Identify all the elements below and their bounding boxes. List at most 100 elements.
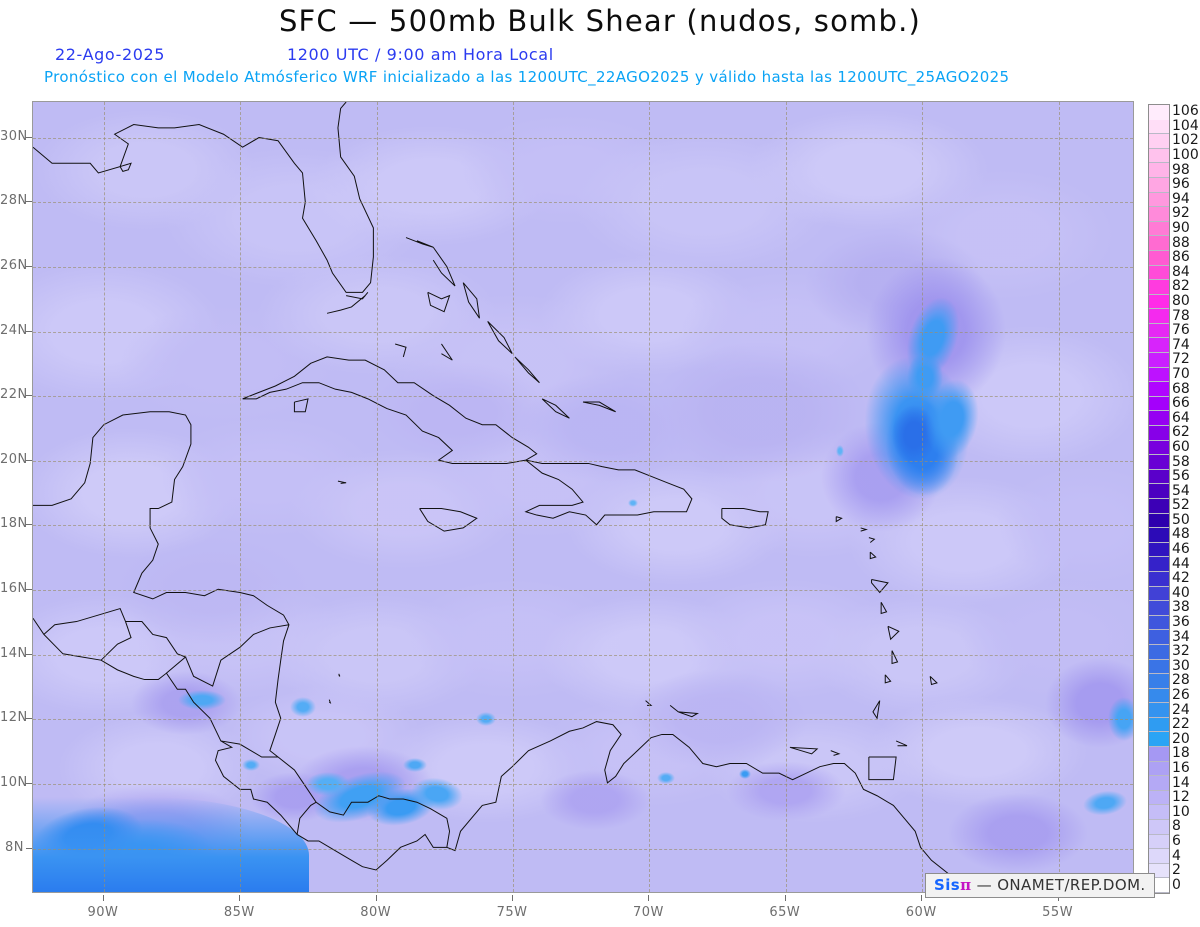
colorbar-segment xyxy=(1149,162,1169,178)
x-axis-tick-mark xyxy=(512,895,514,901)
colorbar-tick-label: 6 xyxy=(1172,832,1181,849)
colorbar-segment xyxy=(1149,308,1169,324)
colorbar-tick-label: 60 xyxy=(1172,438,1190,455)
pi-logo-glyph: π xyxy=(960,876,972,894)
colorbar-segment xyxy=(1149,279,1169,295)
colorbar-tick-label: 30 xyxy=(1172,657,1190,674)
forecast-time: 1200 UTC / 9:00 am Hora Local xyxy=(287,45,554,64)
colorbar-tick-label: 92 xyxy=(1172,205,1190,222)
colorbar-tick-label: 24 xyxy=(1172,701,1190,718)
colorbar-segment xyxy=(1149,191,1169,208)
y-axis-tick-mark xyxy=(26,718,32,720)
colorbar-segment xyxy=(1149,731,1169,748)
colorbar-tick-label: 90 xyxy=(1172,220,1190,237)
colorbar-tick-label: 88 xyxy=(1172,234,1190,251)
colorbar-tick-label: 102 xyxy=(1172,132,1199,149)
colorbar-tick-label: 100 xyxy=(1172,147,1199,164)
colorbar-tick-label: 38 xyxy=(1172,599,1190,616)
colorbar-tick-label: 96 xyxy=(1172,176,1190,193)
field-contour-blob xyxy=(290,696,317,717)
coastline-path xyxy=(722,509,768,528)
coastline-path xyxy=(892,651,897,664)
attribution-badge: Sisπ — ONAMET/REP.DOM. xyxy=(925,873,1155,898)
subtitle-row: 22-Ago-2025 1200 UTC / 9:00 am Hora Loca… xyxy=(0,45,1200,67)
coastline-path xyxy=(930,676,937,684)
colorbar-segment xyxy=(1149,556,1169,572)
field-contour-blob xyxy=(628,498,639,507)
field-contour-blob xyxy=(518,373,699,484)
map-plot-area[interactable] xyxy=(32,101,1134,893)
field-contour-blob xyxy=(178,690,227,711)
y-axis-tick-label: 24N xyxy=(0,322,28,338)
coastline-path xyxy=(33,412,991,893)
colorbar-tick-label: 56 xyxy=(1172,468,1190,485)
colorbar-segment xyxy=(1149,118,1169,135)
colorbar-segment xyxy=(1149,483,1169,499)
y-axis-tick-label: 8N xyxy=(5,839,24,855)
colorbar-segment xyxy=(1149,643,1169,660)
colorbar-segment xyxy=(1149,629,1169,645)
colorbar-segment xyxy=(1149,468,1169,485)
colorbar-tick-label: 72 xyxy=(1172,351,1190,368)
colorbar-tick-labels: 0 2 4 6 8 10 12 14 16 18 20 22 24 26 28 30 32 34 36 38 40 42 4… xyxy=(1172,100,1200,900)
field-contour-blob xyxy=(947,792,1088,873)
coastline-path xyxy=(463,283,479,319)
coastline-path xyxy=(33,102,373,292)
colorbar-tick-label: 32 xyxy=(1172,643,1190,660)
coastline-path xyxy=(873,701,880,719)
colorbar-segment xyxy=(1149,716,1169,733)
y-axis-tick-label: 10N xyxy=(0,775,28,791)
colorbar-tick-label: 62 xyxy=(1172,424,1190,441)
colorbar-segment xyxy=(1149,600,1169,616)
coastline-path xyxy=(646,701,651,706)
x-axis-tick-mark xyxy=(648,895,650,901)
forecast-validity-text: Pronóstico con el Modelo Atmósferico WRF… xyxy=(44,68,1010,86)
y-axis-tick-label: 12N xyxy=(0,710,28,726)
x-axis-tick-label: 55W xyxy=(1042,905,1074,920)
colorbar-tick-label: 86 xyxy=(1172,249,1190,266)
colorbar-segment xyxy=(1149,352,1169,368)
y-axis-tick-mark xyxy=(26,459,32,461)
y-axis-tick-mark xyxy=(26,395,32,397)
colorbar-tick-label: 44 xyxy=(1172,555,1190,572)
coastline-path xyxy=(526,460,692,525)
x-axis-tick-label: 65W xyxy=(769,905,801,920)
coastline-overlay xyxy=(33,102,1133,893)
colorbar-segment xyxy=(1149,147,1169,164)
colorbar-segment xyxy=(1149,848,1169,864)
colorbar-segment xyxy=(1149,570,1169,587)
colorbar-tick-label: 54 xyxy=(1172,482,1190,499)
colorbar-segment xyxy=(1149,454,1169,470)
colorbar-tick-label: 16 xyxy=(1172,759,1190,776)
colorbar-tick-label: 68 xyxy=(1172,380,1190,397)
colorbar-segment xyxy=(1149,105,1169,120)
field-contour-blob xyxy=(539,770,650,831)
colorbar-tick-label: 22 xyxy=(1172,716,1190,733)
coastline-path xyxy=(885,675,890,683)
colorbar-segment xyxy=(1149,293,1169,310)
coastline-path xyxy=(869,538,874,543)
coastline-path xyxy=(346,292,368,298)
colorbar-tick-label: 8 xyxy=(1172,818,1181,835)
coastline-path xyxy=(120,163,131,171)
colorbar-tick-label: 20 xyxy=(1172,730,1190,747)
coastline-path xyxy=(339,674,340,677)
coastline-path xyxy=(297,802,316,834)
colorbar-tick-label: 10 xyxy=(1172,803,1190,820)
coastline-path xyxy=(221,741,278,757)
y-axis-tick-mark xyxy=(26,201,32,203)
coastline-path xyxy=(678,712,697,717)
colorbar-tick-label: 82 xyxy=(1172,278,1190,295)
colorbar-tick-label: 50 xyxy=(1172,511,1190,528)
colorbar-segment xyxy=(1149,395,1169,412)
colorbar-segment xyxy=(1149,687,1169,704)
colorbar-segment xyxy=(1149,264,1169,281)
colorbar-tick-label: 70 xyxy=(1172,365,1190,382)
colorbar-segment xyxy=(1149,498,1169,514)
colorbar-segment xyxy=(1149,746,1169,762)
colorbar-segment xyxy=(1149,337,1169,354)
y-axis-tick-label: 20N xyxy=(0,451,28,467)
y-axis-tick-mark xyxy=(26,265,32,267)
x-axis-tick-mark xyxy=(102,895,104,901)
colorbar-segment xyxy=(1149,804,1169,821)
